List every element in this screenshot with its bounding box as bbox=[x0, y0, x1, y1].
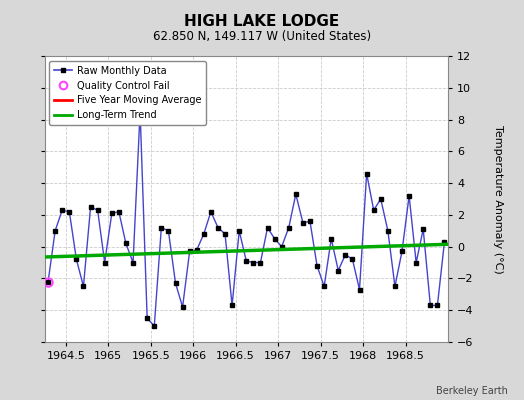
Text: 62.850 N, 149.117 W (United States): 62.850 N, 149.117 W (United States) bbox=[153, 30, 371, 43]
Y-axis label: Temperature Anomaly (°C): Temperature Anomaly (°C) bbox=[493, 125, 503, 273]
Legend: Raw Monthly Data, Quality Control Fail, Five Year Moving Average, Long-Term Tren: Raw Monthly Data, Quality Control Fail, … bbox=[49, 61, 206, 125]
Text: HIGH LAKE LODGE: HIGH LAKE LODGE bbox=[184, 14, 340, 29]
Text: Berkeley Earth: Berkeley Earth bbox=[436, 386, 508, 396]
